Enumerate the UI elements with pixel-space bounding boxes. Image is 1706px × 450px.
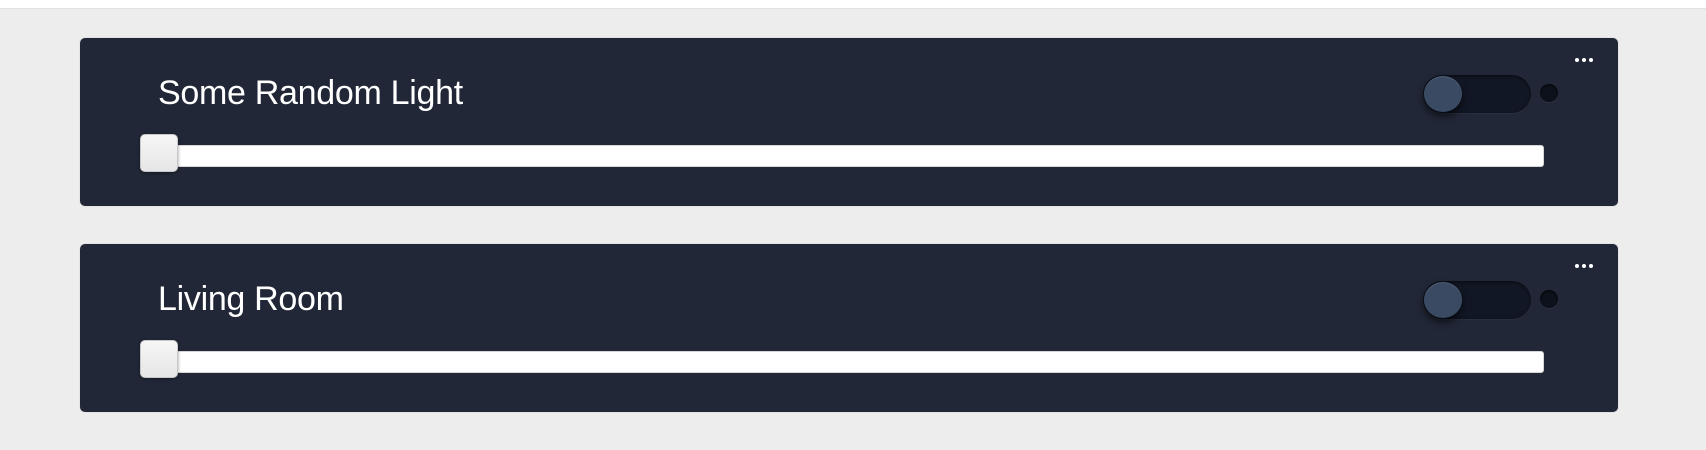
toggle-knob xyxy=(1424,282,1462,318)
power-toggle[interactable] xyxy=(1423,281,1531,319)
light-name: Some Random Light xyxy=(158,74,463,112)
more-options-icon[interactable] xyxy=(1572,50,1596,70)
light-name: Living Room xyxy=(158,280,344,318)
slider-track[interactable] xyxy=(152,351,1544,373)
slider-thumb[interactable] xyxy=(140,340,178,378)
status-indicator-dot xyxy=(1540,290,1558,308)
power-toggle[interactable] xyxy=(1423,75,1531,113)
light-card-living-room: Living Room xyxy=(80,244,1618,412)
brightness-slider[interactable] xyxy=(140,134,1622,172)
slider-thumb[interactable] xyxy=(140,134,178,172)
status-indicator-dot xyxy=(1540,84,1558,102)
light-card-some-random-light: Some Random Light xyxy=(80,38,1618,206)
more-options-icon[interactable] xyxy=(1572,256,1596,276)
page-background: Some Random Light Living Room xyxy=(0,8,1706,450)
brightness-slider[interactable] xyxy=(140,340,1622,378)
slider-track[interactable] xyxy=(152,145,1544,167)
toggle-knob xyxy=(1424,76,1462,112)
